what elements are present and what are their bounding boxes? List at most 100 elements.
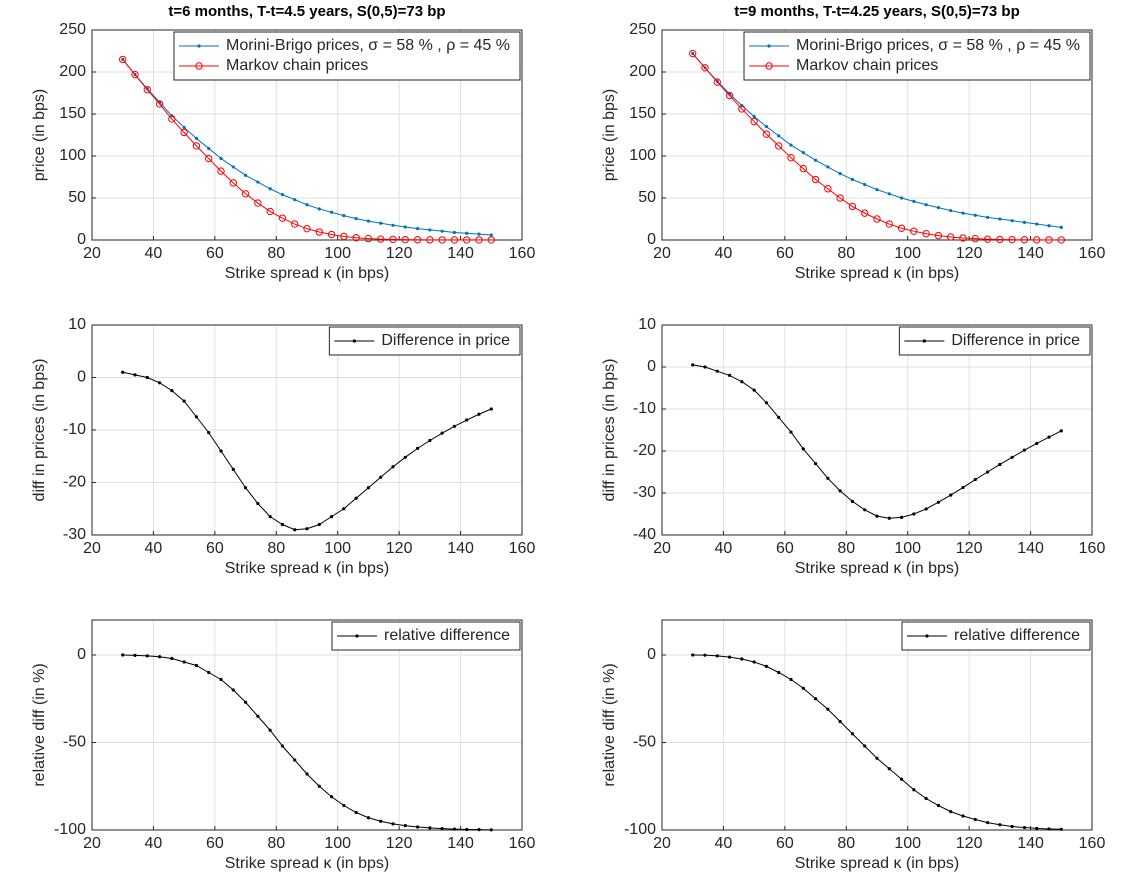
- marker: [278, 214, 287, 222]
- marker: [836, 194, 844, 202]
- y-tick-label: 150: [629, 105, 656, 122]
- marker: [377, 235, 385, 243]
- marker: [391, 223, 395, 227]
- legend: relative difference: [901, 621, 1091, 651]
- x-tick-label: 160: [509, 835, 536, 852]
- x-tick-label: 100: [894, 245, 921, 262]
- marker: [715, 654, 719, 658]
- marker: [936, 803, 941, 808]
- marker: [403, 225, 407, 229]
- x-tick-label: 140: [1017, 540, 1044, 557]
- marker: [133, 653, 137, 657]
- legend: relative difference: [331, 621, 521, 651]
- marker: [243, 486, 248, 490]
- x-tick-label: 120: [956, 245, 983, 262]
- legend-marker: [765, 62, 773, 70]
- marker: [863, 508, 867, 512]
- axes-box: [91, 324, 523, 536]
- legend-marker: [197, 44, 201, 48]
- marker: [764, 125, 769, 129]
- y-tick-label: -20: [63, 474, 86, 491]
- marker: [985, 215, 990, 219]
- legend-marker: [195, 62, 203, 70]
- legend-label: relative difference: [954, 627, 1080, 644]
- marker: [949, 209, 953, 213]
- marker: [293, 198, 297, 202]
- marker: [438, 236, 446, 244]
- legend-label: relative difference: [384, 627, 510, 644]
- marker: [750, 117, 758, 126]
- chart-title: t=9 months, T-t=4.25 years, S(0,5)=73 bp: [734, 3, 1020, 20]
- marker: [922, 230, 930, 238]
- marker: [305, 772, 309, 776]
- x-tick-label: 80: [837, 540, 855, 557]
- marker: [487, 236, 495, 244]
- x-tick-label: 160: [1079, 835, 1106, 852]
- marker: [379, 819, 383, 823]
- marker: [727, 655, 732, 659]
- marker: [119, 55, 127, 64]
- marker: [403, 455, 407, 459]
- marker: [219, 677, 223, 682]
- x-tick-label: 40: [715, 245, 733, 262]
- marker: [764, 664, 769, 668]
- marker: [452, 827, 457, 831]
- x-tick-label: 160: [509, 245, 536, 262]
- marker: [801, 151, 805, 155]
- x-tick-label: 80: [267, 540, 285, 557]
- marker: [477, 412, 481, 416]
- marker: [1035, 441, 1039, 446]
- marker: [391, 465, 395, 469]
- x-tick-label: 160: [509, 540, 536, 557]
- marker: [280, 522, 285, 527]
- y-tick-label: -10: [633, 400, 656, 417]
- marker: [450, 236, 459, 244]
- marker: [231, 165, 235, 169]
- marker: [340, 232, 348, 241]
- x-axis-label: Strike spread κ (in bps): [795, 265, 960, 282]
- x-tick-label: 120: [386, 540, 413, 557]
- marker: [875, 514, 879, 518]
- axes-box: [91, 29, 523, 241]
- marker: [701, 64, 709, 72]
- marker: [1059, 225, 1063, 229]
- x-tick-label: 60: [206, 245, 224, 262]
- y-tick-label: -20: [633, 442, 656, 459]
- marker: [440, 229, 444, 233]
- marker: [243, 173, 248, 177]
- marker: [428, 826, 432, 830]
- x-tick-label: 60: [776, 540, 794, 557]
- marker: [936, 500, 941, 504]
- axes-box: [661, 324, 1093, 536]
- marker: [229, 179, 237, 187]
- marker: [145, 375, 149, 380]
- marker: [775, 142, 783, 150]
- marker: [910, 227, 918, 235]
- marker: [157, 655, 162, 659]
- x-tick-label: 140: [1017, 835, 1044, 852]
- marker: [231, 688, 235, 692]
- x-tick-label: 20: [83, 540, 101, 557]
- marker: [452, 424, 457, 428]
- marker: [740, 380, 744, 384]
- marker: [207, 146, 211, 151]
- marker: [241, 190, 250, 198]
- marker: [787, 153, 795, 162]
- marker: [727, 373, 732, 377]
- marker: [182, 660, 186, 664]
- marker: [403, 824, 407, 828]
- marker: [182, 399, 186, 403]
- x-tick-label: 100: [894, 835, 921, 852]
- marker: [440, 827, 444, 831]
- marker: [207, 670, 211, 675]
- marker: [875, 756, 879, 760]
- marker: [143, 85, 151, 94]
- marker: [463, 236, 471, 244]
- y-tick-label: -50: [63, 734, 86, 751]
- marker: [266, 207, 274, 216]
- marker: [961, 211, 965, 215]
- marker: [1008, 235, 1016, 244]
- marker: [1047, 224, 1051, 228]
- x-tick-label: 20: [83, 245, 101, 262]
- marker: [280, 744, 285, 748]
